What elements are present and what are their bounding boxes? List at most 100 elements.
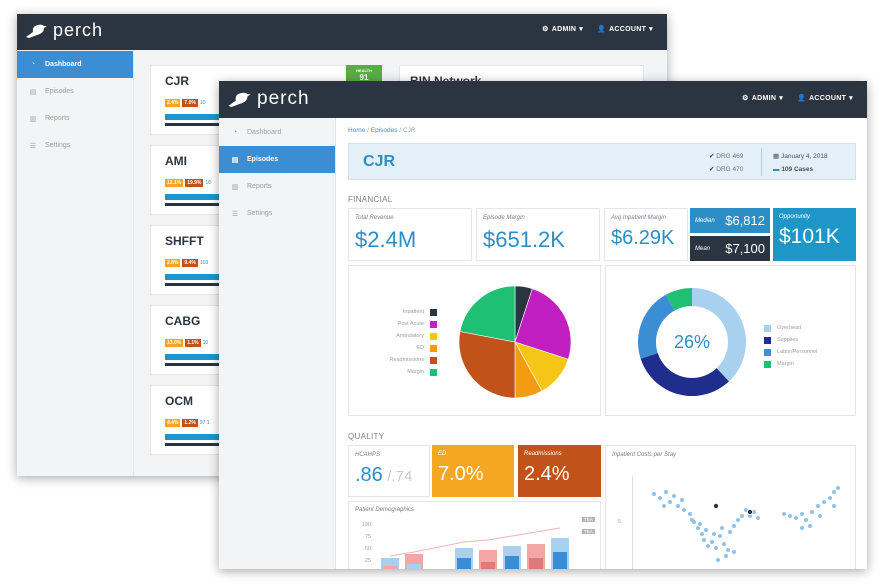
scatter-point xyxy=(662,504,666,508)
dashboard-icon: ◔ xyxy=(30,61,36,68)
cost-pie-chart[interactable] xyxy=(455,282,575,402)
y-axis-ticks: 100 75 50 25 xyxy=(355,519,371,567)
sidebar-item-label: Dashboard xyxy=(247,129,282,136)
legend-swatch xyxy=(764,324,771,332)
scatter-point xyxy=(736,518,740,522)
sidebar-item-episodes[interactable]: ▤ Episodes xyxy=(17,78,133,105)
brand-logo[interactable]: perch xyxy=(227,88,310,110)
front-window: perch ⚙ ADMIN ▾ 👤 ACCOUNT ▾ ◔ Dashboard ▤ Epis… xyxy=(219,81,867,569)
admin-menu[interactable]: ⚙ ADMIN ▾ xyxy=(542,25,583,34)
scatter-point xyxy=(712,532,716,536)
sidebar-item-label: Episodes xyxy=(45,88,74,95)
scatter-point xyxy=(748,514,752,518)
hcahps-label: HCAHPS xyxy=(355,452,381,458)
legend-item[interactable]: Overhead xyxy=(764,322,844,334)
scatter-point xyxy=(800,512,804,516)
scatter-point xyxy=(726,548,730,552)
episode-margin-value: $651.2K xyxy=(483,227,565,252)
legend-item[interactable]: Inpatient xyxy=(379,306,437,318)
sidebar-item-reports[interactable]: ▥ Reports xyxy=(17,105,133,132)
donut-legend: Overhead Supplies Labor/Personnel Margin xyxy=(764,322,844,370)
admin-menu[interactable]: ⚙ ADMIN ▾ xyxy=(742,94,783,103)
account-menu[interactable]: 👤 ACCOUNT ▾ xyxy=(597,25,653,34)
readmissions-card: Readmissions 2.4% xyxy=(518,445,601,497)
scatter-point xyxy=(828,496,832,500)
legend-swatch xyxy=(430,344,437,352)
scatter-point xyxy=(822,500,826,504)
case-count: 109 Cases xyxy=(781,166,814,173)
y-tick: 25 xyxy=(364,558,371,564)
legend-label: Overhead xyxy=(777,325,802,331)
brand-logo[interactable]: perch xyxy=(25,20,103,41)
sidebar-item-settings[interactable]: ☰ Settings xyxy=(17,132,133,159)
metric-badge: 2.4% xyxy=(165,99,181,107)
date-row: ▦ January 4, 2018 xyxy=(773,150,828,163)
legend-item[interactable]: Supplies xyxy=(764,334,844,346)
account-menu[interactable]: 👤 ACCOUNT ▾ xyxy=(797,94,853,103)
sidebar-item-label: Episodes xyxy=(247,156,279,163)
episode-date: January 4, 2018 xyxy=(780,153,828,160)
donut-segment xyxy=(665,288,692,311)
pie-legend: Inpatient Post Acute Ambulatory ED Readmissi… xyxy=(379,306,437,378)
scatter-point xyxy=(832,504,836,508)
legend-swatch xyxy=(430,368,437,376)
breadcrumb-current: CJR xyxy=(402,127,416,134)
legend-item[interactable]: Post Acute xyxy=(379,318,437,330)
y-tick: 100 xyxy=(361,522,371,528)
sidebar-item-settings[interactable]: ☰ Settings xyxy=(219,200,335,227)
user-icon: 👤 xyxy=(597,26,607,33)
metric-tail: 10 xyxy=(199,100,206,106)
scatter-point xyxy=(728,530,732,534)
admin-label: ADMIN xyxy=(751,94,777,102)
sidebar-item-dashboard[interactable]: ◔ Dashboard xyxy=(17,51,133,78)
scatter-point xyxy=(810,510,814,514)
sidebar: ◔ Dashboard ▤ Episodes ▥ Reports ☰ Settings xyxy=(17,50,134,476)
sidebar-item-label: Settings xyxy=(45,142,71,149)
drg-label: DRG 469 xyxy=(716,153,744,160)
sidebar-item-reports[interactable]: ▥ Reports xyxy=(219,173,335,200)
demographics-bar-chart[interactable] xyxy=(375,518,575,569)
total-revenue-card: Total Revenue $2.4M xyxy=(348,208,472,261)
scatter-point xyxy=(794,516,798,520)
legend-item[interactable]: ED xyxy=(379,342,437,354)
donut-segment xyxy=(638,294,675,359)
scatter-point xyxy=(832,490,836,494)
demographics-label: Patient Demographics xyxy=(355,507,415,513)
scatter-y-axis xyxy=(632,476,633,569)
breadcrumb-episodes[interactable]: Episodes xyxy=(370,127,398,134)
inpatient-costs-card: Inpatient Costs per Stay 5 xyxy=(605,445,856,569)
top-bar: perch ⚙ ADMIN ▾ 👤 ACCOUNT ▾ xyxy=(17,14,667,50)
legend-item[interactable]: Labor/Personnel xyxy=(764,346,844,358)
cost-donut-chart[interactable] xyxy=(634,284,750,400)
scatter-point xyxy=(782,512,786,516)
episode-margin-card: Episode Margin $651.2K xyxy=(476,208,600,261)
readmissions-value: 2.4% xyxy=(524,463,570,485)
legend-item[interactable]: Ambulatory xyxy=(379,330,437,342)
pie-slice xyxy=(458,331,516,399)
pie-slice xyxy=(514,288,572,360)
inpatient-costs-scatter[interactable] xyxy=(634,476,854,569)
sidebar-item-dashboard[interactable]: ◔ Dashboard xyxy=(219,119,335,146)
clipboard-icon: ▤ xyxy=(231,156,239,164)
scatter-point xyxy=(740,514,744,518)
opportunity-label: Opportunity xyxy=(779,214,811,220)
legend-label: Readmissions xyxy=(389,357,424,363)
avg-inpatient-value: $6.29K xyxy=(611,227,675,249)
median-label: Median xyxy=(695,217,715,224)
legend-item[interactable]: Readmissions xyxy=(379,354,437,366)
gear-icon: ⚙ xyxy=(742,95,749,102)
sidebar-item-label: Settings xyxy=(247,210,273,217)
caret-down-icon: ▾ xyxy=(849,95,853,102)
scatter-point xyxy=(808,524,812,528)
scatter-point xyxy=(804,518,808,522)
scatter-label: Inpatient Costs per Stay xyxy=(612,452,677,458)
folder-icon: ▬ xyxy=(773,166,780,173)
cases-row: ▬ 109 Cases xyxy=(773,163,828,176)
legend-item[interactable]: Margin xyxy=(379,366,437,378)
episode-name: CABG xyxy=(165,314,201,328)
legend-item[interactable]: Margin xyxy=(764,358,844,370)
breadcrumb-home[interactable]: Home xyxy=(348,127,366,134)
sidebar-item-episodes[interactable]: ▤ Episodes xyxy=(219,146,335,173)
scatter-point xyxy=(718,534,722,538)
episode-badges: 2.4% 7.0% 10 xyxy=(165,91,349,109)
